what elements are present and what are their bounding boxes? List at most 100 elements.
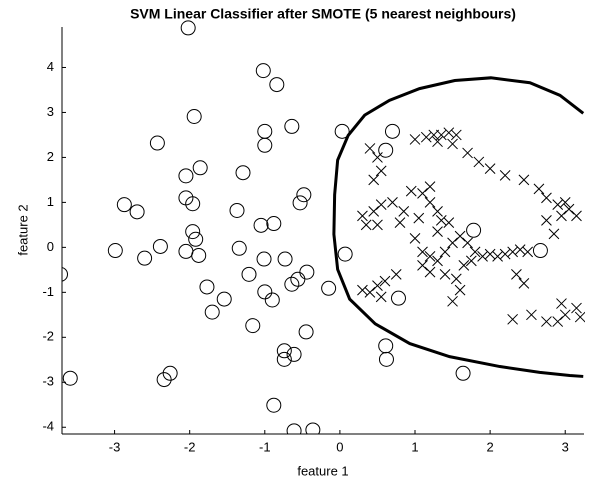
point-cross (368, 174, 380, 186)
point-circle (305, 422, 321, 434)
point-circle (245, 318, 261, 334)
point-circle (257, 137, 273, 153)
point-cross (447, 138, 458, 150)
point-circle (256, 251, 272, 267)
point-cross (526, 309, 537, 321)
point-cross (548, 228, 560, 240)
point-circle (204, 304, 220, 320)
point-cross (571, 302, 582, 314)
point-circle (298, 324, 314, 340)
point-circle (264, 292, 280, 308)
point-circle (390, 290, 406, 306)
y-tick-label: -3 (42, 374, 54, 389)
y-tick-label: 1 (47, 194, 54, 209)
point-cross (458, 260, 470, 271)
point-circle (255, 63, 271, 79)
point-cross (405, 185, 417, 197)
point-circle (152, 238, 168, 254)
x-tick-label: 1 (411, 439, 418, 454)
point-circle (286, 423, 302, 434)
point-cross (522, 246, 534, 258)
point-cross (432, 255, 443, 267)
point-circle (180, 20, 196, 36)
point-cross (424, 181, 436, 193)
point-cross (571, 210, 582, 222)
point-cross (454, 284, 466, 296)
point-cross (424, 266, 436, 278)
point-cross (424, 251, 436, 262)
point-cross (559, 309, 571, 321)
point-cross (364, 286, 376, 298)
point-circle (229, 202, 245, 218)
point-cross (443, 217, 455, 228)
point-circle (235, 165, 251, 181)
point-cross (398, 206, 410, 217)
point-cross (372, 152, 383, 163)
x-tick-label: 3 (562, 439, 569, 454)
point-circle (257, 284, 273, 300)
point-circle (107, 243, 123, 259)
point-cross (574, 311, 585, 323)
point-cross (368, 206, 380, 217)
point-cross (556, 298, 567, 309)
point-circle (185, 224, 201, 240)
point-circle (137, 250, 153, 266)
point-cross (450, 129, 462, 141)
point-cross (469, 246, 481, 258)
point-circle (241, 266, 257, 282)
point-cross (514, 244, 526, 255)
point-cross (454, 230, 466, 242)
point-cross (518, 277, 530, 289)
point-circle (284, 276, 300, 292)
point-cross (417, 246, 428, 258)
point-cross (375, 291, 387, 303)
point-cross (387, 197, 398, 208)
point-cross (507, 246, 519, 258)
point-cross (439, 268, 451, 280)
point-circle (116, 197, 132, 213)
point-circle (156, 372, 172, 388)
point-circle (321, 280, 337, 296)
point-circle (192, 160, 208, 176)
point-circle (62, 267, 68, 282)
y-tick-label: -2 (42, 329, 54, 344)
point-circle (532, 243, 548, 259)
point-cross (417, 260, 428, 271)
point-cross (447, 295, 458, 307)
point-circle (277, 251, 293, 267)
point-cross (556, 210, 567, 222)
x-tick-label: -1 (259, 439, 271, 454)
point-circle (185, 196, 201, 212)
point-cross (409, 134, 421, 145)
point-circle (199, 279, 215, 295)
point-cross (499, 170, 511, 181)
point-cross (439, 246, 451, 258)
y-axis-label: feature 2 (15, 204, 30, 255)
point-cross (394, 217, 406, 228)
point-cross (372, 280, 383, 291)
point-cross (417, 188, 428, 199)
point-cross (450, 273, 462, 285)
point-circle (231, 240, 247, 256)
point-cross (447, 237, 458, 249)
point-cross (428, 129, 440, 141)
point-circle (276, 351, 292, 367)
y-tick-label: -1 (42, 284, 54, 299)
point-circle (276, 343, 292, 359)
point-cross (484, 248, 496, 260)
x-tick-label: 2 (486, 439, 493, 454)
point-cross (357, 284, 368, 296)
point-circle (129, 204, 145, 220)
point-circle (149, 135, 165, 151)
point-circle (266, 216, 282, 232)
point-circle (284, 118, 300, 134)
point-circle (296, 187, 312, 203)
point-circle (253, 217, 269, 233)
point-cross (379, 275, 391, 287)
point-circle (378, 351, 394, 367)
y-tick-label: 0 (47, 239, 54, 254)
point-circle (466, 222, 482, 238)
point-cross (375, 199, 387, 210)
y-tick-label: 4 (47, 59, 54, 74)
point-cross (424, 197, 436, 208)
